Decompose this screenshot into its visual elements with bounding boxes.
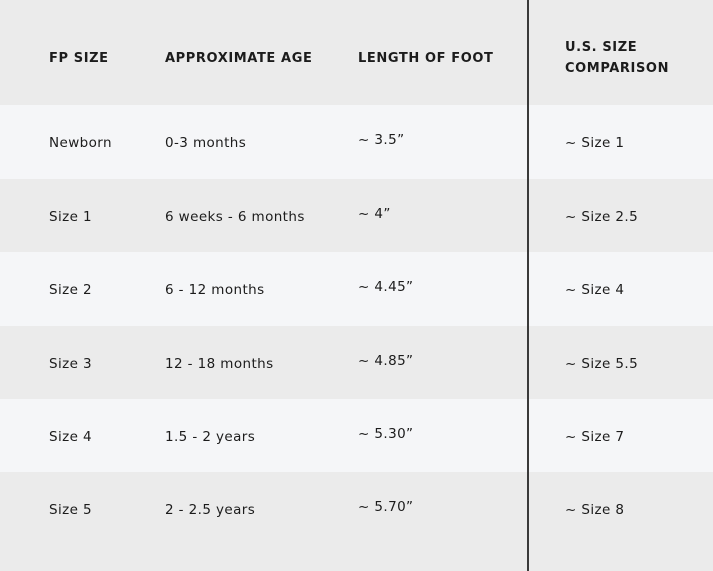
- header-approximate-age: APPROXIMATE AGE: [165, 51, 313, 66]
- cell-age: 1.5 - 2 years: [165, 429, 256, 445]
- cell-fp-size: Size 3: [49, 356, 92, 372]
- cell-foot-length: ~ 5.30”: [358, 426, 414, 442]
- cell-us-size: ~ Size 4: [565, 282, 625, 298]
- cell-foot-length: ~ 3.5”: [358, 132, 405, 148]
- cell-age: 12 - 18 months: [165, 356, 274, 372]
- header-length-of-foot: LENGTH OF FOOT: [358, 51, 494, 66]
- cell-fp-size: Size 4: [49, 429, 92, 445]
- cell-fp-size: Size 2: [49, 282, 92, 298]
- column-divider: [527, 0, 529, 571]
- cell-foot-length: ~ 5.70”: [358, 499, 414, 515]
- cell-foot-length: ~ 4”: [358, 206, 391, 222]
- cell-foot-length: ~ 4.85”: [358, 353, 414, 369]
- cell-age: 6 - 12 months: [165, 282, 265, 298]
- cell-fp-size: Size 1: [49, 209, 92, 225]
- cell-us-size: ~ Size 7: [565, 429, 625, 445]
- cell-age: 2 - 2.5 years: [165, 502, 256, 518]
- table-row: Size 1 6 weeks - 6 months ~ 4” ~ Size 2.5: [0, 179, 713, 252]
- table-row: Size 4 1.5 - 2 years ~ 5.30” ~ Size 7: [0, 399, 713, 472]
- cell-us-size: ~ Size 5.5: [565, 356, 639, 372]
- table-row: Size 2 6 - 12 months ~ 4.45” ~ Size 4: [0, 252, 713, 326]
- table-row: Newborn 0-3 months ~ 3.5” ~ Size 1: [0, 105, 713, 179]
- cell-fp-size: Newborn: [49, 135, 112, 151]
- cell-foot-length: ~ 4.45”: [358, 279, 414, 295]
- header-us-size-comparison: U.S. SIZE COMPARISON: [565, 40, 670, 76]
- cell-us-size: ~ Size 8: [565, 502, 625, 518]
- cell-us-size: ~ Size 1: [565, 135, 625, 151]
- cell-us-size: ~ Size 2.5: [565, 209, 639, 225]
- table-row: Size 5 2 - 2.5 years ~ 5.70” ~ Size 8: [0, 472, 713, 571]
- cell-age: 0-3 months: [165, 135, 247, 151]
- table-row: Size 3 12 - 18 months ~ 4.85” ~ Size 5.5: [0, 326, 713, 399]
- cell-age: 6 weeks - 6 months: [165, 209, 305, 225]
- table-header: FP SIZE APPROXIMATE AGE LENGTH OF FOOT U…: [0, 0, 713, 105]
- header-fp-size: FP SIZE: [49, 51, 109, 66]
- cell-fp-size: Size 5: [49, 502, 92, 518]
